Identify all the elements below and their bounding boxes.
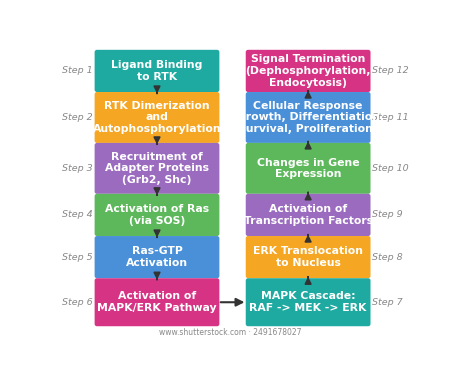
Text: Recruitment of
Adapter Proteins
(Grb2, Shc): Recruitment of Adapter Proteins (Grb2, S… bbox=[105, 152, 209, 185]
FancyBboxPatch shape bbox=[94, 194, 220, 236]
Text: Step 1: Step 1 bbox=[63, 66, 93, 75]
Text: ERK Translocation
to Nucleus: ERK Translocation to Nucleus bbox=[253, 246, 363, 268]
FancyBboxPatch shape bbox=[246, 236, 370, 278]
FancyBboxPatch shape bbox=[94, 278, 220, 326]
FancyBboxPatch shape bbox=[246, 278, 370, 326]
FancyBboxPatch shape bbox=[94, 92, 220, 143]
Text: Step 11: Step 11 bbox=[372, 113, 409, 122]
Text: Step 7: Step 7 bbox=[372, 298, 403, 307]
FancyBboxPatch shape bbox=[94, 143, 220, 194]
Text: Ras-GTP
Activation: Ras-GTP Activation bbox=[126, 246, 188, 268]
Text: Activation of Ras
(via SOS): Activation of Ras (via SOS) bbox=[105, 204, 209, 226]
Text: Step 9: Step 9 bbox=[372, 210, 403, 219]
Text: www.shutterstock.com · 2491678027: www.shutterstock.com · 2491678027 bbox=[159, 328, 302, 337]
Text: MAPK Cascade:
RAF -> MEK -> ERK: MAPK Cascade: RAF -> MEK -> ERK bbox=[249, 291, 367, 313]
Text: Step 2: Step 2 bbox=[63, 113, 93, 122]
Text: Signal Termination
(Dephosphorylation,
Endocytosis): Signal Termination (Dephosphorylation, E… bbox=[245, 54, 371, 88]
FancyBboxPatch shape bbox=[94, 50, 220, 92]
Text: Step 6: Step 6 bbox=[63, 298, 93, 307]
FancyBboxPatch shape bbox=[246, 143, 370, 194]
Text: Step 5: Step 5 bbox=[63, 253, 93, 262]
Text: Step 4: Step 4 bbox=[63, 210, 93, 219]
FancyBboxPatch shape bbox=[246, 50, 370, 92]
Text: Changes in Gene
Expression: Changes in Gene Expression bbox=[257, 157, 360, 179]
FancyBboxPatch shape bbox=[246, 92, 370, 143]
Text: Cellular Response
(Growth, Differentiation,
Survival, Proliferation): Cellular Response (Growth, Differentiati… bbox=[232, 101, 384, 134]
FancyBboxPatch shape bbox=[94, 236, 220, 278]
FancyBboxPatch shape bbox=[246, 194, 370, 236]
Text: Step 10: Step 10 bbox=[372, 164, 409, 173]
Text: RTK Dimerization
and
Autophosphorylation: RTK Dimerization and Autophosphorylation bbox=[93, 101, 221, 134]
Text: Step 12: Step 12 bbox=[372, 66, 409, 75]
Text: Step 8: Step 8 bbox=[372, 253, 403, 262]
Text: Activation of
MAPK/ERK Pathway: Activation of MAPK/ERK Pathway bbox=[97, 291, 217, 313]
Text: Step 3: Step 3 bbox=[63, 164, 93, 173]
Text: Ligand Binding
to RTK: Ligand Binding to RTK bbox=[111, 60, 202, 82]
Text: Activation of
Transcription Factors: Activation of Transcription Factors bbox=[243, 204, 373, 226]
